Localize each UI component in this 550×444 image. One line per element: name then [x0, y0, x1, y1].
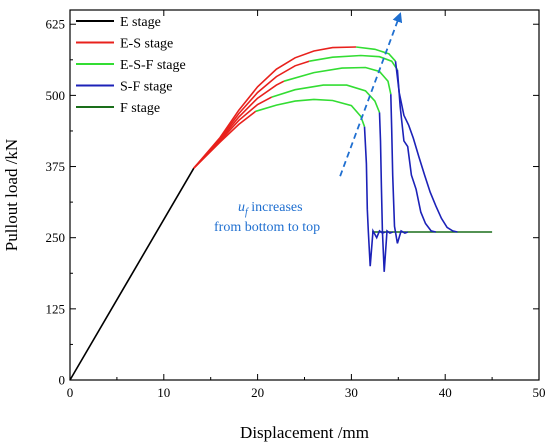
x-axis-title: Displacement /mm: [240, 423, 369, 442]
plot-area: [69, 46, 493, 381]
annotation-symbol: u: [238, 200, 245, 215]
x-tick-label: 40: [439, 385, 452, 400]
annotation-line-1: uf increases: [238, 200, 303, 218]
esf-stage-line-3: [283, 66, 392, 95]
x-tick-label: 30: [345, 385, 358, 400]
annotation-subscript: f: [245, 207, 249, 218]
y-tick-label: 375: [46, 159, 66, 174]
e-stage-line: [69, 167, 195, 381]
y-tick-label: 500: [46, 88, 66, 103]
es-stage-line-5: [193, 46, 357, 169]
legend: E stage E-S stage E-S-F stage S-F stage F st…: [76, 15, 186, 116]
esf-stage-line-1: [255, 98, 366, 127]
sf-stage-line-3: [390, 94, 408, 244]
x-tick-label: 20: [251, 385, 264, 400]
esf-stage-line-5: [356, 46, 397, 62]
y-tick-label: 250: [46, 230, 66, 245]
legend-label: E-S stage: [120, 37, 173, 52]
esf-stage-line-4: [309, 54, 399, 71]
y-tick-label: 0: [59, 373, 66, 388]
legend-label: S-F stage: [120, 80, 173, 95]
legend-label: F stage: [120, 101, 160, 116]
legend-label: E-S-F stage: [120, 58, 186, 73]
y-axis-title: Pullout load /kN: [2, 139, 21, 251]
x-tick-label: 0: [67, 385, 74, 400]
legend-label: E stage: [120, 15, 161, 30]
sf-stage-line-4: [396, 69, 436, 233]
annotation: uf increases from bottom to top: [214, 12, 403, 235]
annotation-arrow: [339, 12, 403, 177]
y-tick-label: 625: [46, 17, 66, 32]
sf-stage-line-1: [363, 126, 386, 267]
esf-stage-line-2: [271, 84, 381, 113]
annotation-text: increases: [248, 200, 303, 215]
x-tick-label: 10: [157, 385, 170, 400]
annotation-line-2: from bottom to top: [214, 220, 320, 235]
sf-stage-line-2: [378, 112, 393, 272]
sf-stage-line-5: [394, 61, 458, 233]
y-tick-label: 125: [46, 301, 66, 316]
x-tick-label: 50: [533, 385, 546, 400]
